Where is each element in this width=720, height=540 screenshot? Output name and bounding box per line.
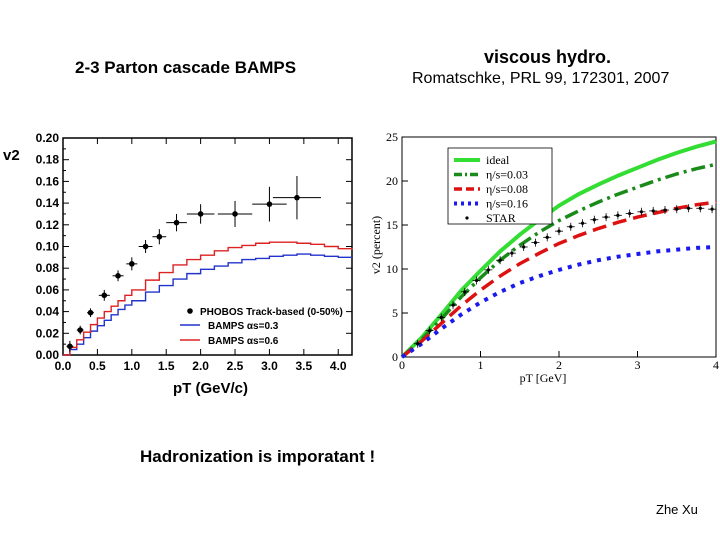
right-star-point xyxy=(580,221,585,225)
left-xtick-label: 0.0 xyxy=(55,359,72,373)
left-xtick-label: 0.5 xyxy=(89,359,106,373)
right-legend-marker-star xyxy=(465,216,469,220)
left-phobos-point xyxy=(87,309,94,316)
left-xtick-label: 4.0 xyxy=(330,359,347,373)
right-slide-title: viscous hydro. xyxy=(484,47,612,67)
right-series-eta-s-008 xyxy=(400,200,717,359)
left-phobos-point xyxy=(197,211,204,217)
right-star-point xyxy=(533,241,538,245)
right-ytick-label: 15 xyxy=(386,218,398,232)
right-star-point xyxy=(557,229,561,233)
right-xlabel: pT [GeV] xyxy=(520,371,567,385)
right-series-eta-s-016 xyxy=(400,245,717,359)
right-star-point xyxy=(628,211,632,216)
left-legend-label-bamps-03: BAMPS αs=0.3 xyxy=(208,321,279,332)
left-ytick-label: 0.06 xyxy=(36,283,60,297)
right-star-point xyxy=(675,207,679,211)
left-ytick-label: 0.00 xyxy=(36,348,60,362)
right-ylabel: v2 (percent) xyxy=(369,216,383,274)
right-ytick-label: 5 xyxy=(392,306,398,320)
right-star-point xyxy=(545,235,549,239)
left-xtick-label: 2.0 xyxy=(192,359,209,373)
right-star-point xyxy=(710,207,714,211)
left-phobos-point xyxy=(67,343,73,350)
right-star-point xyxy=(651,209,655,213)
right-star-point xyxy=(663,208,667,212)
right-star-point xyxy=(686,206,691,210)
right-star-point xyxy=(569,225,573,229)
right-xtick-label: 2 xyxy=(556,358,562,372)
right-ytick-label: 20 xyxy=(386,174,398,188)
left-ytick-label: 0.08 xyxy=(36,261,60,275)
right-star-point xyxy=(616,213,620,217)
left-ytick-label: 0.02 xyxy=(36,326,60,340)
left-phobos-point xyxy=(156,233,163,240)
right-xtick-label: 0 xyxy=(399,358,405,372)
left-phobos-point xyxy=(173,219,180,226)
right-star-point xyxy=(510,251,514,255)
right-ytick-label: 10 xyxy=(386,262,398,276)
right-legend-label-eta-s-008: η/s=0.08 xyxy=(486,182,528,196)
left-phobos-point xyxy=(294,194,300,201)
right-star-point xyxy=(498,258,502,262)
left-xtick-label: 1.5 xyxy=(158,359,175,373)
left-ytick-label: 0.14 xyxy=(36,196,60,210)
left-xtick-label: 3.0 xyxy=(261,359,278,373)
right-star-point xyxy=(522,245,526,249)
left-phobos-point xyxy=(142,243,149,250)
right-legend-label-ideal: ideal xyxy=(486,153,510,167)
right-star-point xyxy=(474,278,479,283)
left-phobos-point xyxy=(115,272,121,279)
left-legend-label-phobos: PHOBOS Track-based (0-50%) xyxy=(200,307,343,318)
right-star-point xyxy=(604,215,608,219)
left-slide-title: 2-3 Parton cascade BAMPS xyxy=(75,58,297,77)
right-series-ideal xyxy=(400,139,717,359)
right-star-point xyxy=(416,342,420,346)
right-star-point xyxy=(698,206,702,210)
right-xtick-label: 4 xyxy=(713,358,719,372)
right-reference: Romatschke, PRL 99, 172301, 2007 xyxy=(412,70,670,87)
right-star-point xyxy=(451,303,455,307)
right-xtick-label: 1 xyxy=(478,358,484,372)
left-ylabel: v2 xyxy=(3,147,20,164)
right-legend-label-star: STAR xyxy=(486,211,516,225)
right-legend-label-eta-s-016: η/s=0.16 xyxy=(486,197,528,211)
left-phobos-point xyxy=(101,292,108,299)
left-xtick-label: 1.0 xyxy=(123,359,140,373)
right-ytick-label: 25 xyxy=(386,130,398,144)
right-star-point xyxy=(439,315,443,319)
left-phobos-point xyxy=(77,327,84,333)
left-legend-marker-phobos xyxy=(187,308,193,314)
bottom-note: Hadronization is imporatant ! xyxy=(140,447,376,466)
left-phobos-point xyxy=(266,201,273,207)
left-xlabel: pT (GeV/c) xyxy=(173,380,248,397)
right-xtick-label: 3 xyxy=(635,358,641,372)
right-ytick-label: 0 xyxy=(392,350,398,364)
left-ytick-label: 0.12 xyxy=(36,218,60,232)
right-star-point xyxy=(427,329,432,333)
left-xtick-label: 2.5 xyxy=(227,359,244,373)
left-phobos-point xyxy=(129,261,135,267)
right-star-point xyxy=(486,268,490,272)
left-ytick-label: 0.04 xyxy=(36,305,60,319)
left-phobos-point xyxy=(232,211,238,217)
left-series-bamps-06 xyxy=(63,241,353,356)
left-series-bamps-03 xyxy=(63,253,352,356)
left-legend-label-bamps-06: BAMPS αs=0.6 xyxy=(208,336,279,347)
right-star-point xyxy=(592,218,596,222)
left-xtick-label: 3.5 xyxy=(295,359,312,373)
right-star-point xyxy=(463,290,467,294)
left-ytick-label: 0.16 xyxy=(36,174,60,188)
left-ytick-label: 0.18 xyxy=(36,153,60,167)
right-star-point xyxy=(639,210,644,214)
left-ytick-label: 0.10 xyxy=(36,240,60,254)
left-ytick-label: 0.20 xyxy=(36,131,60,145)
author-credit: Zhe Xu xyxy=(656,502,698,517)
right-legend-label-eta-s-003: η/s=0.03 xyxy=(486,168,528,182)
